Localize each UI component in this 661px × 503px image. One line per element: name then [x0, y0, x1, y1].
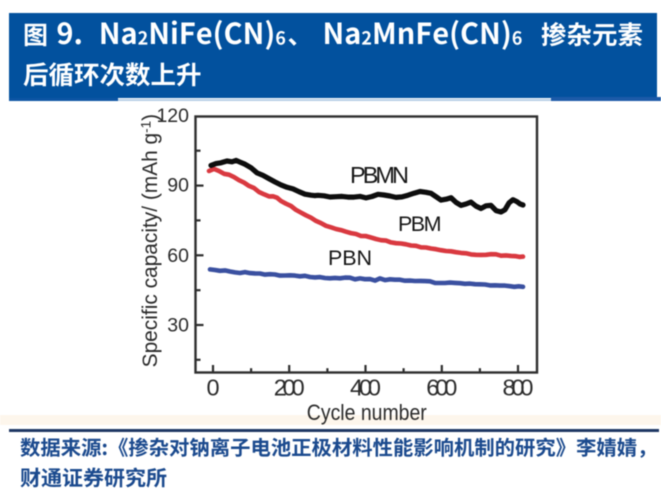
svg-text:0: 0	[206, 375, 219, 401]
svg-text:PBM: PBM	[398, 212, 442, 236]
svg-text:PBMN: PBMN	[350, 162, 409, 188]
svg-text:800: 800	[503, 375, 534, 401]
svg-text:600: 600	[426, 375, 457, 401]
svg-text:PBN: PBN	[328, 246, 372, 270]
svg-text:120: 120	[156, 105, 189, 127]
svg-text:90: 90	[167, 174, 189, 196]
svg-text:Cycle number: Cycle number	[307, 400, 427, 425]
svg-text:60: 60	[167, 245, 189, 267]
svg-text:400: 400	[350, 375, 381, 401]
svg-text:30: 30	[167, 315, 189, 337]
svg-text:Specific capacity/ (mAh g-1): Specific capacity/ (mAh g-1)	[139, 114, 162, 368]
svg-text:200: 200	[274, 375, 305, 401]
